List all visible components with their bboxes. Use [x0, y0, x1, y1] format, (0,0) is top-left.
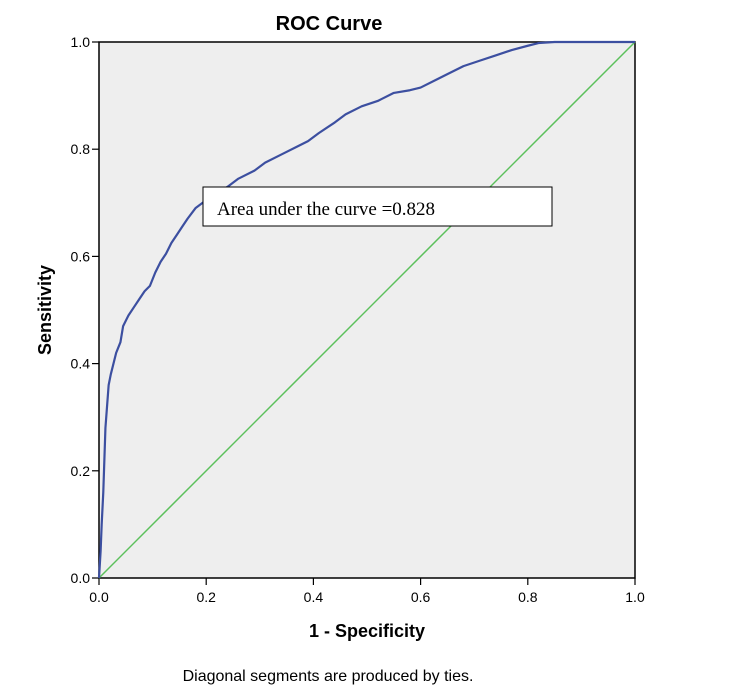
y-tick-label: 0.2: [71, 463, 91, 479]
x-tick-label: 0.6: [411, 589, 431, 605]
y-tick-label: 1.0: [71, 34, 91, 50]
reference-diagonal-line: [98, 41, 636, 579]
x-tick-label: 0.8: [518, 589, 538, 605]
y-tick-label: 0.0: [71, 570, 91, 586]
chart-footnote: Diagonal segments are produced by ties.: [183, 668, 474, 685]
y-tick-label: 0.8: [71, 141, 91, 157]
y-tick-label: 0.6: [71, 248, 91, 264]
x-tick-label: 0.0: [89, 589, 109, 605]
x-tick-label: 0.4: [304, 589, 324, 605]
x-tick-label: 0.2: [196, 589, 216, 605]
x-axis-ticks: 0.0 0.2 0.4 0.6 0.8 1.0: [89, 578, 645, 605]
y-axis-ticks: 0.0 0.2 0.4 0.6 0.8 1.0: [71, 34, 99, 586]
y-axis-label: Sensitivity: [35, 265, 55, 355]
auc-annotation-box: Area under the curve =0.828: [202, 186, 553, 227]
x-tick-label: 1.0: [625, 589, 645, 605]
x-axis-label: 1 - Specificity: [309, 621, 425, 641]
auc-annotation-text: Area under the curve =0.828: [217, 199, 435, 220]
chart-title: ROC Curve: [276, 13, 383, 35]
auc-annotation-frame: [202, 186, 553, 227]
y-tick-label: 0.4: [71, 356, 91, 372]
